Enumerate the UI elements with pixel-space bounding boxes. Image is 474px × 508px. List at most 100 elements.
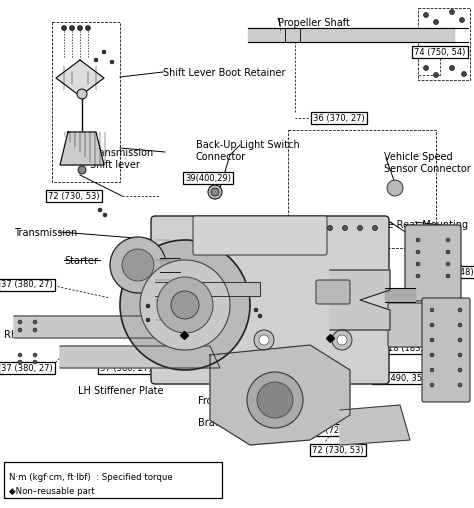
Circle shape <box>146 318 150 322</box>
Circle shape <box>33 328 37 332</box>
Circle shape <box>33 360 37 364</box>
Text: 37 (380, 27): 37 (380, 27) <box>1 364 53 372</box>
Circle shape <box>120 240 250 370</box>
Circle shape <box>332 330 352 350</box>
Circle shape <box>387 180 403 196</box>
Circle shape <box>430 383 434 387</box>
FancyBboxPatch shape <box>388 303 432 347</box>
Text: Shift Lever Boot Retainer: Shift Lever Boot Retainer <box>163 68 285 78</box>
Circle shape <box>434 73 438 78</box>
Circle shape <box>70 25 74 30</box>
Circle shape <box>259 335 269 345</box>
Text: LH Stiffener Plate: LH Stiffener Plate <box>78 386 164 396</box>
Text: Transmission: Transmission <box>14 228 77 238</box>
Circle shape <box>247 372 303 428</box>
Text: 62(630,46): 62(630,46) <box>288 332 334 340</box>
Circle shape <box>458 338 462 342</box>
Circle shape <box>18 360 22 364</box>
Circle shape <box>62 25 66 30</box>
Text: N·m (kgf·cm, ft·lbf)  : Specified torque: N·m (kgf·cm, ft·lbf) : Specified torque <box>9 473 173 482</box>
Text: 72 (730, 53): 72 (730, 53) <box>312 446 364 455</box>
Circle shape <box>416 274 420 278</box>
FancyBboxPatch shape <box>316 280 350 304</box>
Circle shape <box>462 72 466 77</box>
Circle shape <box>430 308 434 312</box>
Circle shape <box>458 353 462 357</box>
Circle shape <box>102 50 106 54</box>
Circle shape <box>258 314 262 318</box>
Text: 65 (660, 48): 65 (660, 48) <box>422 268 474 276</box>
Circle shape <box>110 237 166 293</box>
FancyBboxPatch shape <box>405 225 461 301</box>
Circle shape <box>423 66 428 71</box>
Circle shape <box>458 308 462 312</box>
Circle shape <box>18 320 22 324</box>
Polygon shape <box>14 316 165 338</box>
Text: Back-Up Light Switch
Connector: Back-Up Light Switch Connector <box>196 140 300 162</box>
FancyBboxPatch shape <box>422 298 470 402</box>
Circle shape <box>423 13 428 17</box>
Circle shape <box>449 66 455 71</box>
Polygon shape <box>210 345 350 445</box>
Circle shape <box>33 320 37 324</box>
Circle shape <box>122 249 154 281</box>
Circle shape <box>458 368 462 372</box>
Text: Vehicle Speed
Sensor Connector: Vehicle Speed Sensor Connector <box>384 152 471 174</box>
Circle shape <box>18 328 22 332</box>
Text: Rear End Plate: Rear End Plate <box>128 276 200 286</box>
Circle shape <box>434 19 438 24</box>
FancyBboxPatch shape <box>193 216 327 255</box>
Text: Propeller Shaft: Propeller Shaft <box>278 18 350 28</box>
Circle shape <box>446 262 450 266</box>
Circle shape <box>446 238 450 242</box>
FancyBboxPatch shape <box>151 216 389 384</box>
Circle shape <box>85 25 91 30</box>
Circle shape <box>343 226 347 231</box>
Text: RH Stiffener Plate: RH Stiffener Plate <box>4 330 91 340</box>
Text: 36 (370, 27): 36 (370, 27) <box>313 113 365 122</box>
Text: 48 (490, 35): 48 (490, 35) <box>374 373 426 383</box>
Circle shape <box>33 353 37 357</box>
Circle shape <box>157 277 213 333</box>
Bar <box>4 462 222 498</box>
Circle shape <box>146 304 150 308</box>
Circle shape <box>94 58 98 62</box>
Polygon shape <box>155 282 260 296</box>
Text: Bracket: Bracket <box>198 418 235 428</box>
Circle shape <box>430 353 434 357</box>
Text: 39(400,29): 39(400,29) <box>185 174 231 182</box>
Circle shape <box>430 368 434 372</box>
Polygon shape <box>60 132 104 165</box>
Text: 37 (380, 27): 37 (380, 27) <box>1 280 53 290</box>
Text: ◆Gasket: ◆Gasket <box>184 330 225 340</box>
Circle shape <box>78 25 82 30</box>
Circle shape <box>446 250 450 254</box>
Circle shape <box>416 262 420 266</box>
Text: 72(730,53): 72(730,53) <box>214 275 260 284</box>
Circle shape <box>254 308 258 312</box>
Text: 19(195,14): 19(195,14) <box>277 352 323 361</box>
Text: 39 (400, 29): 39 (400, 29) <box>278 258 329 267</box>
Bar <box>418 8 470 80</box>
Circle shape <box>77 89 87 99</box>
Text: Starter: Starter <box>64 256 98 266</box>
Text: 58 (590, 43): 58 (590, 43) <box>410 318 461 327</box>
Circle shape <box>110 60 114 64</box>
Circle shape <box>416 250 420 254</box>
Text: 74 (750, 54): 74 (750, 54) <box>414 48 465 56</box>
Polygon shape <box>340 405 410 445</box>
Text: ◆Gasket: ◆Gasket <box>330 332 371 342</box>
Polygon shape <box>56 60 104 96</box>
Text: 37(380,27): 37(380,27) <box>158 298 204 306</box>
Circle shape <box>373 226 377 231</box>
Circle shape <box>254 330 274 350</box>
Circle shape <box>98 208 102 212</box>
Circle shape <box>430 323 434 327</box>
Circle shape <box>459 17 465 22</box>
Text: Engine Rear
Mounting
Bracket: Engine Rear Mounting Bracket <box>322 308 381 341</box>
Circle shape <box>357 226 363 231</box>
Circle shape <box>430 338 434 342</box>
Bar <box>288 130 436 248</box>
Circle shape <box>458 383 462 387</box>
Circle shape <box>78 166 86 174</box>
